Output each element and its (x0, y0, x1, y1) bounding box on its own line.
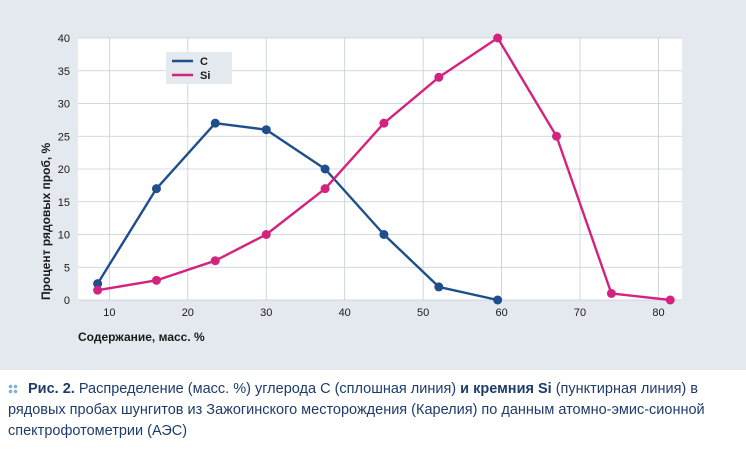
caption-figure-number: Рис. 2. (28, 381, 75, 397)
y-tick-label: 10 (58, 230, 70, 242)
data-point-si (551, 131, 561, 141)
caption-text-1: Распределение (масс. %) углерода (74, 381, 321, 397)
axes: 0 5 10 15 20 25 30 35 40 10 20 30 40 50 60 70 80 (58, 33, 665, 319)
caption-carbon: С (320, 381, 331, 397)
data-point-c (320, 164, 330, 174)
data-point-si (434, 72, 444, 82)
series-line-c (96, 121, 498, 302)
data-point-c (379, 230, 389, 239)
data-point-c (261, 125, 271, 135)
data-point-si (493, 33, 503, 43)
x-tick-label: 20 (182, 307, 194, 319)
data-point-si (210, 256, 220, 266)
figure-caption: Рис. 2. Распределение (масс. %) углерода… (8, 379, 738, 442)
caption-silicon: и кремния Si (460, 381, 552, 397)
x-tick-label: 70 (574, 307, 586, 319)
x-axis-title: Содержание, масс. % (78, 330, 205, 344)
data-point-c (493, 295, 503, 305)
x-tick-label: 30 (260, 307, 272, 319)
chart-panel: 0 5 10 15 20 25 30 35 40 10 20 30 40 50 60 70 80 C Si Сод… (0, 0, 746, 370)
line-chart: 0 5 10 15 20 25 30 35 40 10 20 30 40 50 60 70 80 C Si Сод… (39, 33, 682, 344)
series-layer (93, 33, 675, 305)
x-tick-label: 50 (417, 307, 429, 319)
x-tick-label: 40 (339, 307, 351, 319)
legend-box (166, 52, 232, 84)
x-tick-label: 10 (103, 307, 115, 319)
caption-text-3: (сплошная линия) (330, 381, 461, 397)
y-tick-label: 25 (58, 131, 70, 143)
caption-text-5: (пунктирная линия) (551, 381, 691, 397)
y-tick-label: 0 (64, 295, 70, 307)
data-point-si (665, 295, 675, 305)
data-point-c (93, 279, 103, 289)
data-point-si (261, 230, 271, 239)
data-point-si (151, 275, 161, 285)
data-point-c (210, 118, 220, 128)
x-tick-label: 60 (495, 307, 507, 319)
legend: C Si (166, 52, 232, 84)
data-point-si (320, 184, 330, 194)
y-tick-label: 20 (58, 164, 70, 176)
legend-label-c: C (200, 56, 208, 68)
data-point-c (434, 282, 444, 292)
y-tick-label: 40 (58, 33, 70, 45)
data-point-si (606, 288, 616, 298)
y-tick-label: 5 (64, 262, 70, 274)
y-tick-label: 35 (58, 66, 70, 78)
data-point-si (379, 118, 389, 128)
y-axis-title: Процент рядовых проб, % (39, 142, 53, 300)
x-tick-label: 80 (652, 307, 664, 319)
y-tick-label: 30 (58, 99, 70, 111)
y-tick-label: 15 (58, 197, 70, 209)
data-point-c (151, 184, 161, 194)
legend-label-si: Si (200, 70, 210, 82)
caption-bullet-icon (8, 384, 18, 395)
caption-text-6: в рядовых пробах шунгитов из Зажогинског… (8, 381, 705, 439)
data-point-si (93, 285, 103, 295)
